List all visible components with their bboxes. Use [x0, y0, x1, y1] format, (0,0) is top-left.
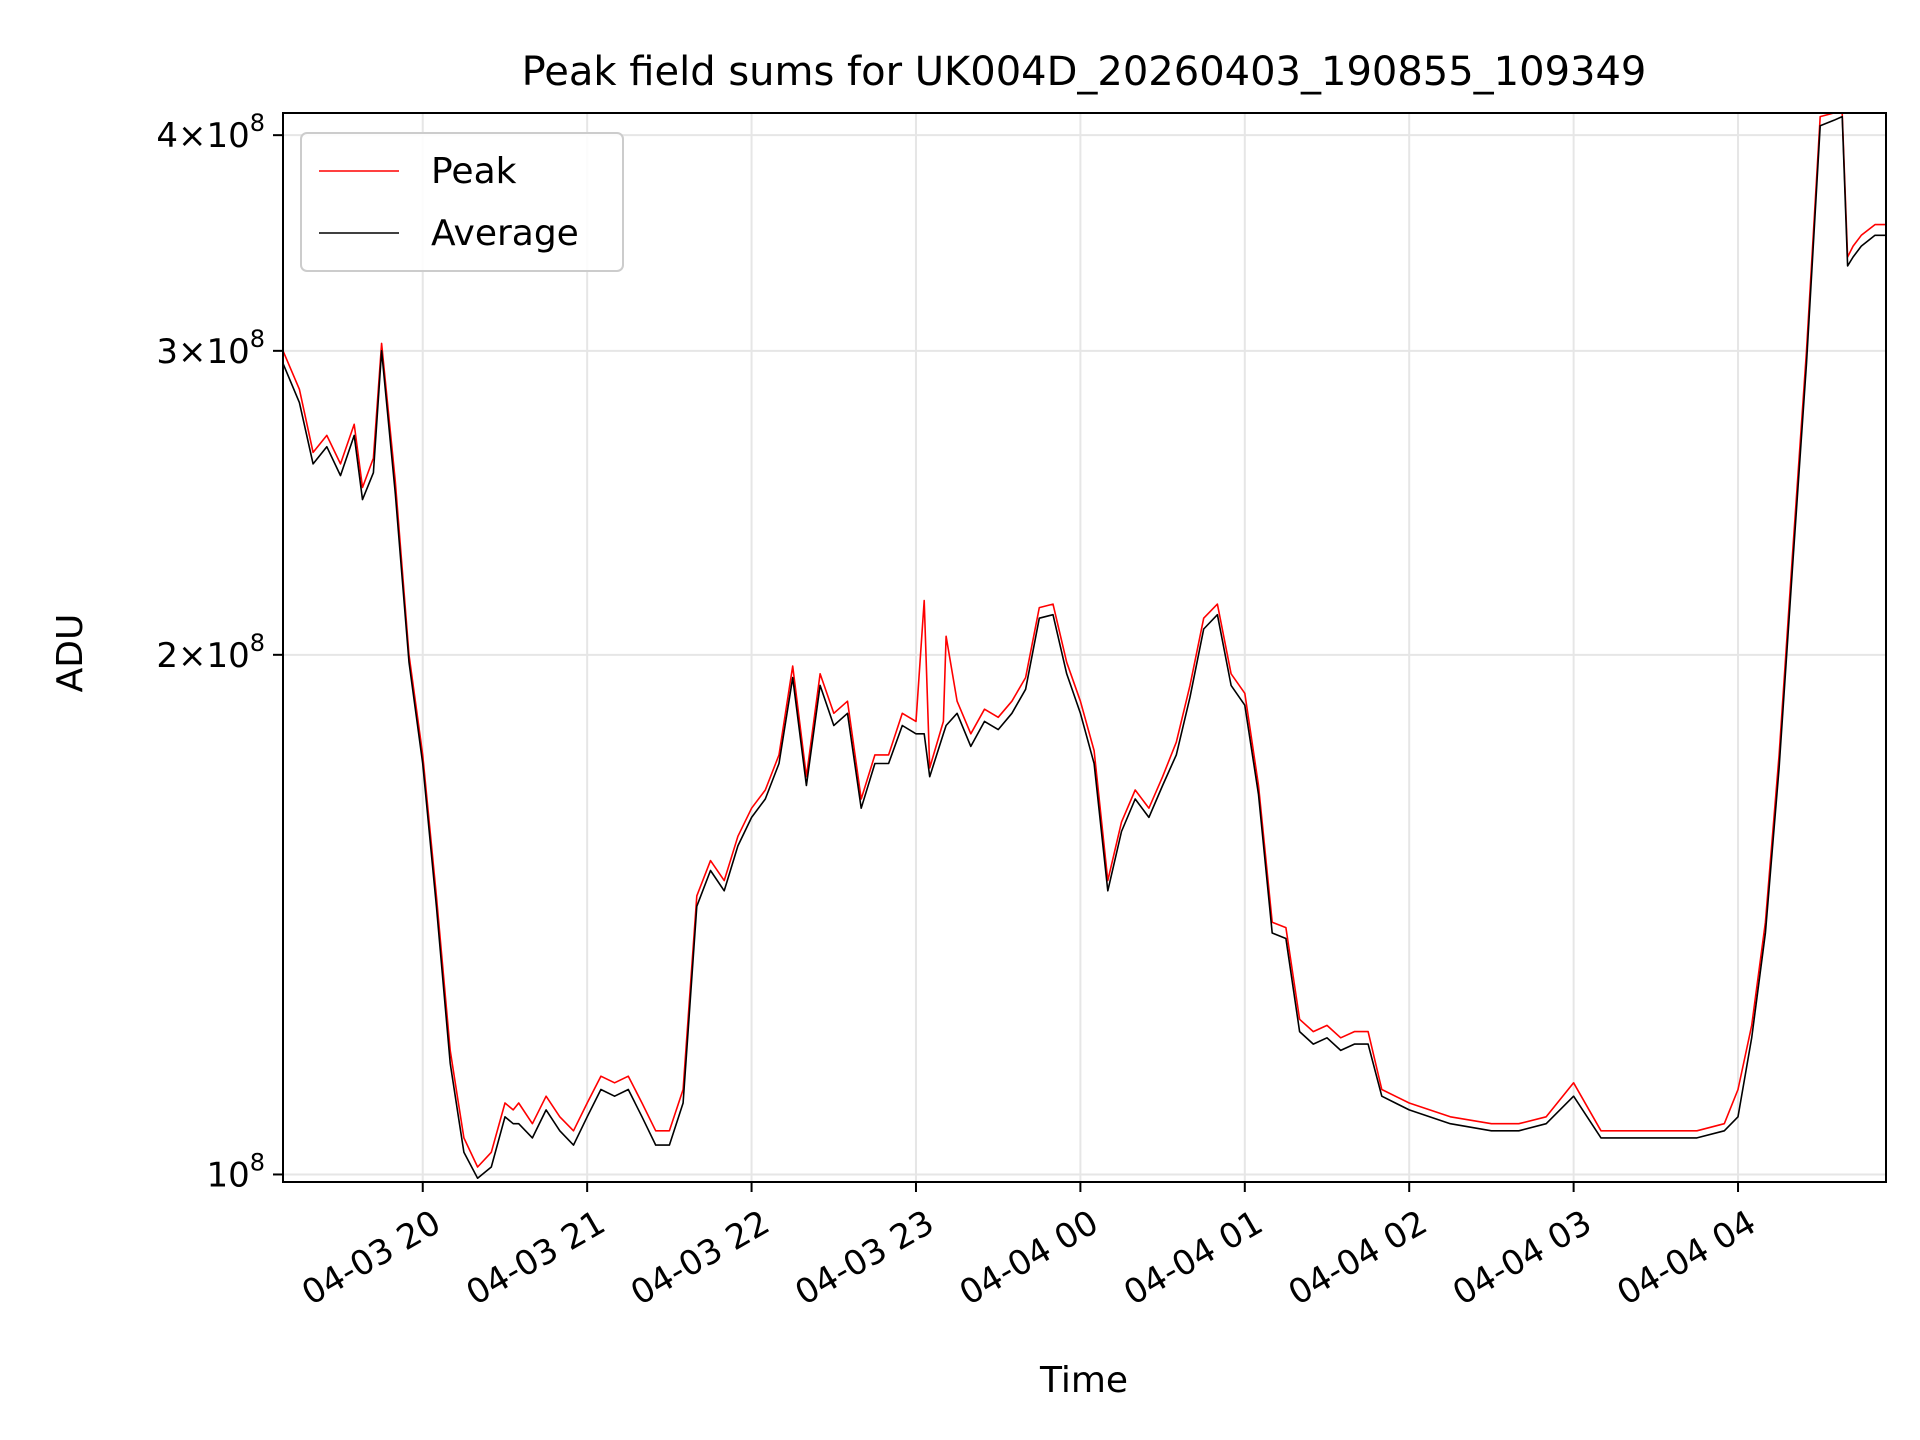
chart-title: Peak field sums for UK004D_20260403_1908…: [522, 49, 1647, 95]
y-axis: 108 2×108 3×108 4×108: [156, 109, 283, 1195]
legend-box: [300, 132, 624, 272]
y-tick-label: 108: [206, 1148, 265, 1195]
x-axis-label: Time: [1039, 1360, 1128, 1401]
series-line-average: [282, 115, 1886, 1179]
y-tick-label: 4×108: [156, 109, 265, 156]
y-tick-label: 3×108: [156, 325, 265, 372]
legend-label: Peak: [431, 151, 517, 192]
y-tick-label: 2×108: [156, 629, 265, 676]
plot-frame: [282, 112, 1887, 1183]
grid: [283, 113, 1886, 1182]
legend-label: Average: [431, 213, 579, 254]
series-line-peak: [282, 112, 1886, 1168]
legend: Peak Average: [300, 132, 624, 272]
y-axis-label: ADU: [50, 614, 91, 693]
series-group: [282, 112, 1886, 1179]
